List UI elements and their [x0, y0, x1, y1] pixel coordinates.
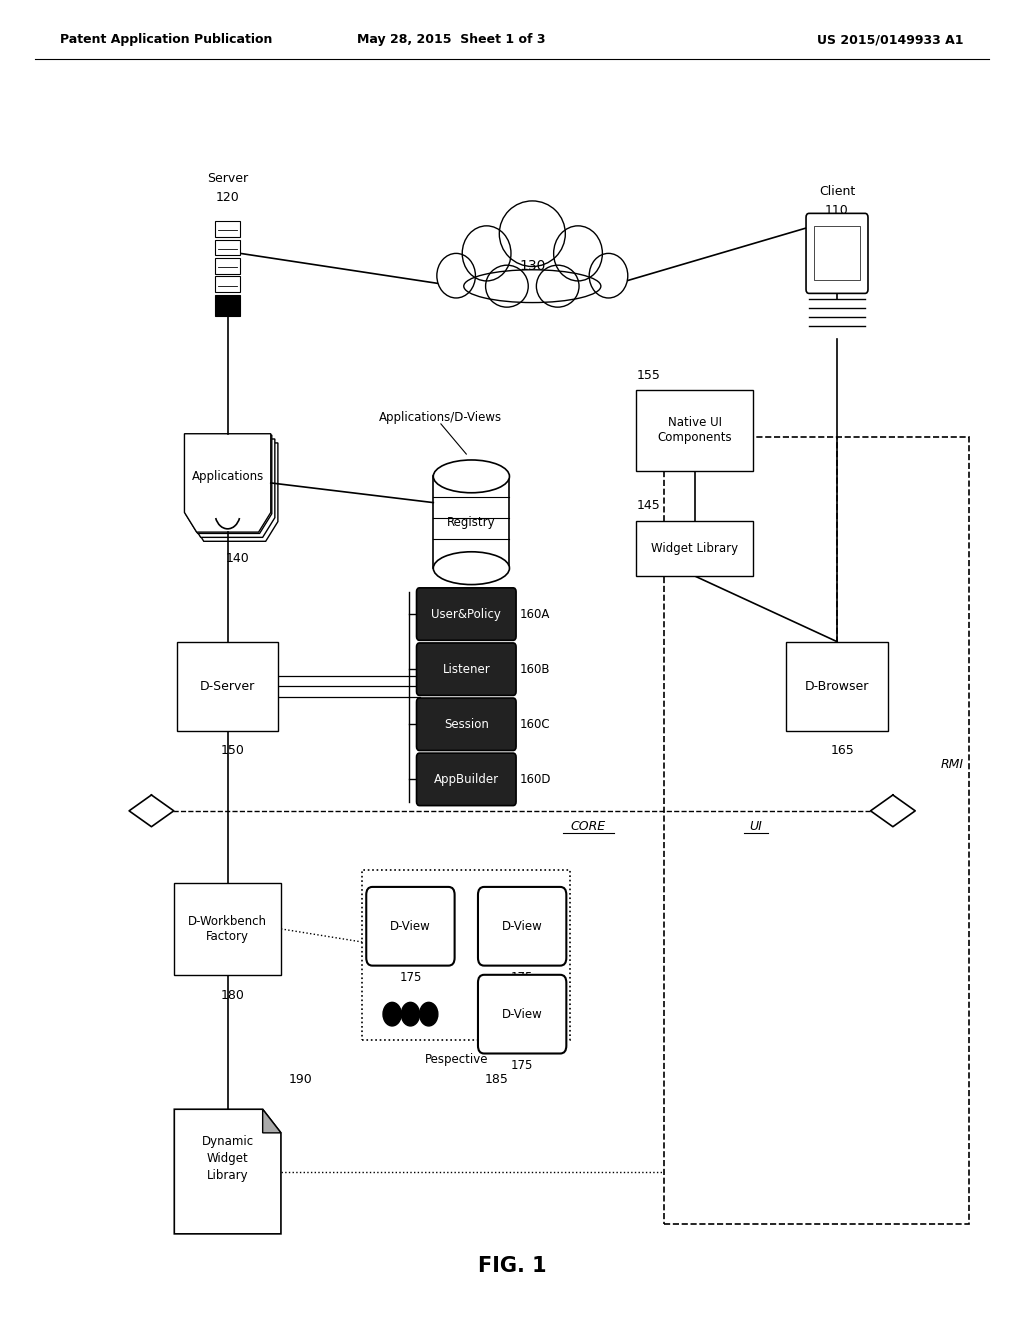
Text: 160C: 160C	[520, 718, 551, 731]
Ellipse shape	[464, 269, 601, 302]
Text: Dynamic
Widget
Library: Dynamic Widget Library	[202, 1135, 254, 1181]
Text: D-View: D-View	[390, 920, 431, 933]
FancyBboxPatch shape	[637, 521, 754, 576]
Circle shape	[383, 1002, 401, 1026]
FancyBboxPatch shape	[177, 642, 279, 731]
Ellipse shape	[485, 265, 528, 308]
Bar	[215, 222, 241, 238]
Text: Native UI
Components: Native UI Components	[657, 416, 732, 445]
FancyBboxPatch shape	[367, 887, 455, 966]
FancyBboxPatch shape	[478, 887, 566, 966]
Text: 110: 110	[825, 205, 849, 218]
Polygon shape	[185, 436, 271, 533]
Text: 190: 190	[289, 1073, 312, 1086]
Text: D-View: D-View	[502, 920, 543, 933]
Text: D-View: D-View	[502, 1007, 543, 1020]
Text: FIG. 1: FIG. 1	[477, 1257, 547, 1276]
FancyBboxPatch shape	[417, 587, 516, 640]
Text: 160A: 160A	[520, 607, 551, 620]
Text: Pespective: Pespective	[424, 1053, 487, 1067]
FancyBboxPatch shape	[786, 642, 888, 731]
Text: 145: 145	[637, 499, 660, 512]
Text: User&Policy: User&Policy	[431, 607, 501, 620]
Ellipse shape	[554, 226, 602, 281]
Polygon shape	[174, 1109, 281, 1234]
Text: US 2015/0149933 A1: US 2015/0149933 A1	[817, 33, 964, 46]
Text: 165: 165	[830, 744, 854, 756]
Polygon shape	[870, 795, 915, 826]
Text: 130: 130	[519, 260, 546, 273]
Text: Applications/D-Views: Applications/D-Views	[379, 411, 503, 424]
Text: Listener: Listener	[442, 663, 490, 676]
Text: Widget Library: Widget Library	[651, 543, 738, 554]
FancyBboxPatch shape	[417, 643, 516, 696]
Text: Applications: Applications	[191, 470, 264, 483]
FancyBboxPatch shape	[806, 214, 868, 293]
Text: RMI: RMI	[941, 759, 964, 771]
Text: Session: Session	[443, 718, 488, 731]
FancyBboxPatch shape	[637, 389, 754, 471]
Text: 160B: 160B	[520, 663, 551, 676]
Bar	[215, 240, 241, 255]
Text: 175: 175	[399, 972, 422, 983]
Text: D-Server: D-Server	[200, 680, 255, 693]
Ellipse shape	[433, 552, 510, 585]
Text: 185: 185	[484, 1073, 509, 1086]
Polygon shape	[188, 440, 274, 537]
Bar	[215, 294, 241, 315]
Text: 175: 175	[511, 1059, 534, 1072]
Ellipse shape	[433, 459, 510, 492]
FancyBboxPatch shape	[174, 883, 281, 974]
Circle shape	[420, 1002, 438, 1026]
Text: Client: Client	[819, 185, 855, 198]
Polygon shape	[129, 795, 174, 826]
Text: May 28, 2015  Sheet 1 of 3: May 28, 2015 Sheet 1 of 3	[356, 33, 546, 46]
Text: CORE: CORE	[570, 820, 606, 833]
Text: 150: 150	[221, 744, 245, 756]
Ellipse shape	[537, 265, 579, 308]
Text: Registry: Registry	[447, 516, 496, 529]
Text: 120: 120	[216, 191, 240, 205]
Ellipse shape	[500, 201, 565, 267]
FancyBboxPatch shape	[417, 698, 516, 751]
Polygon shape	[184, 434, 270, 532]
FancyBboxPatch shape	[478, 974, 566, 1053]
Text: 140: 140	[226, 552, 250, 565]
Text: 160D: 160D	[520, 774, 552, 785]
Ellipse shape	[462, 226, 511, 281]
Text: 155: 155	[637, 368, 660, 381]
Text: UI: UI	[750, 820, 762, 833]
Bar	[215, 276, 241, 292]
Bar	[814, 227, 860, 280]
Text: Patent Application Publication: Patent Application Publication	[60, 33, 272, 46]
Text: 180: 180	[221, 989, 245, 1002]
Polygon shape	[191, 444, 278, 541]
Circle shape	[401, 1002, 420, 1026]
FancyBboxPatch shape	[362, 870, 570, 1040]
Text: D-Workbench
Factory: D-Workbench Factory	[188, 915, 267, 942]
Text: AppBuilder: AppBuilder	[434, 774, 499, 785]
Text: Server: Server	[207, 172, 248, 185]
Polygon shape	[262, 1109, 281, 1133]
Bar	[215, 257, 241, 273]
Text: 170: 170	[460, 594, 483, 607]
Text: 175: 175	[511, 972, 534, 983]
Ellipse shape	[437, 253, 475, 298]
Ellipse shape	[589, 253, 628, 298]
Bar	[433, 477, 510, 568]
FancyBboxPatch shape	[417, 754, 516, 805]
Text: D-Browser: D-Browser	[805, 680, 869, 693]
